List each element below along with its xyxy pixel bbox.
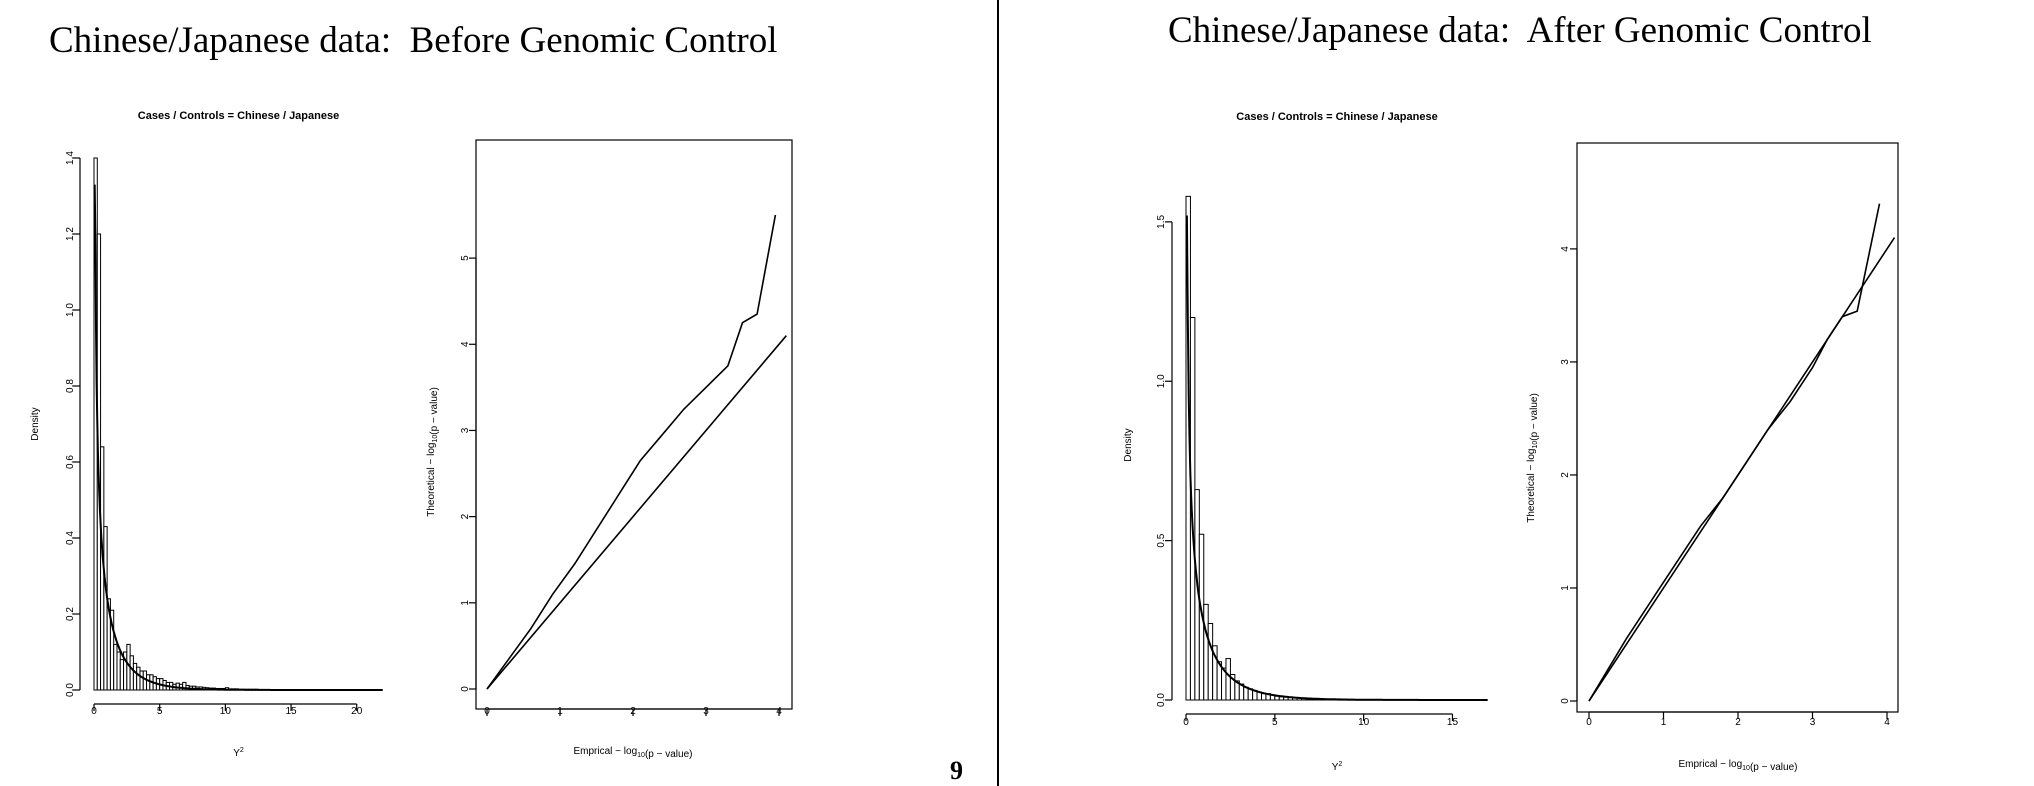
before-histogram-y-tick-label: 0.0 bbox=[65, 683, 76, 697]
before-histogram-y-tick-label: 0.2 bbox=[65, 607, 76, 621]
after-qq-x-tick-label: 4 bbox=[1884, 717, 1890, 728]
before-qq-x-tick-label: 0 bbox=[484, 706, 490, 717]
before-qq-x-tick-label: 1 bbox=[557, 706, 563, 717]
after-qq-x-axis-label: Emprical − log10(p − value) bbox=[1679, 759, 1798, 773]
before-histogram-x-tick-label: 5 bbox=[157, 706, 163, 717]
before-histogram-y-tick-label: 0.4 bbox=[65, 531, 76, 545]
after-histogram-bar bbox=[1243, 686, 1249, 701]
after-qq-frame bbox=[1576, 142, 1899, 713]
after-histogram-y-tick-label: 0.0 bbox=[1156, 693, 1167, 707]
after-histogram-x-tick-label: 5 bbox=[1272, 717, 1278, 728]
after-histogram-bar bbox=[1207, 623, 1214, 701]
before-histogram-y-tick-label: 1.2 bbox=[65, 227, 76, 241]
before-qq-y-tick-label: 0 bbox=[460, 686, 471, 692]
before-qq-y-tick-label: 2 bbox=[460, 513, 471, 519]
after-histogram-density-curve bbox=[1185, 215, 1488, 701]
after-qq-y-tick-label: 4 bbox=[1560, 246, 1571, 252]
before-qq-reference-line bbox=[486, 335, 787, 690]
after-qq-reference-line bbox=[1588, 237, 1896, 702]
after-qq-y-tick-label: 2 bbox=[1560, 472, 1571, 478]
after-qq-y-tick-label: 3 bbox=[1560, 359, 1571, 365]
after-qq-x-tick-label: 3 bbox=[1810, 717, 1816, 728]
after-histogram-x-tick-label: 0 bbox=[1183, 717, 1189, 728]
after-histogram-y-tick-label: 0.5 bbox=[1156, 533, 1167, 547]
after-qq-x-tick-label: 0 bbox=[1586, 717, 1592, 728]
before-qq-y-axis-label: Theoretical − log10(p − value) bbox=[426, 387, 440, 517]
after-histogram-x-tick-label: 15 bbox=[1447, 717, 1459, 728]
after-histogram-y-tick-label: 1.5 bbox=[1156, 214, 1167, 228]
before-histogram-x-tick-label: 20 bbox=[351, 706, 363, 717]
after-qq-qq-line bbox=[1588, 203, 1881, 702]
after-histogram-y-axis-label: Density bbox=[1123, 428, 1134, 461]
after-histogram-x-axis-label: Y2 bbox=[1332, 761, 1343, 773]
before-histogram-y-tick-label: 0.6 bbox=[65, 455, 76, 469]
after-histogram-title: Cases / Controls = Chinese / Japanese bbox=[1236, 111, 1437, 123]
before-qq-x-tick-label: 3 bbox=[703, 706, 709, 717]
slide-divider bbox=[997, 0, 999, 786]
after-qq-x-tick-label: 2 bbox=[1735, 717, 1741, 728]
before-histogram-density-curve bbox=[93, 184, 383, 691]
after-histogram-x-tick-label: 10 bbox=[1358, 717, 1370, 728]
right-slide-title: Chinese/Japanese data: After Genomic Con… bbox=[1168, 10, 1872, 51]
before-histogram-title: Cases / Controls = Chinese / Japanese bbox=[138, 110, 339, 122]
after-histogram-y-tick-label: 1.0 bbox=[1156, 374, 1167, 388]
after-qq-y-tick-label: 0 bbox=[1560, 698, 1571, 704]
before-qq-frame bbox=[475, 139, 793, 710]
left-slide-title: Chinese/Japanese data: Before Genomic Co… bbox=[49, 20, 778, 61]
before-qq-y-tick-label: 4 bbox=[460, 341, 471, 347]
after-histogram-bar bbox=[1225, 658, 1231, 701]
before-qq-x-axis-label: Emprical − log10(p − value) bbox=[574, 746, 693, 760]
before-histogram-y-axis-label: Density bbox=[30, 407, 41, 440]
before-histogram-y-tick-label: 1.0 bbox=[65, 303, 76, 317]
before-qq-y-tick-label: 3 bbox=[460, 427, 471, 433]
page-number: 9 bbox=[950, 756, 963, 785]
before-qq-x-tick-label: 2 bbox=[630, 706, 636, 717]
after-qq-y-tick-label: 1 bbox=[1560, 585, 1571, 591]
before-qq-y-tick-label: 5 bbox=[460, 255, 471, 261]
after-histogram-bar bbox=[1203, 603, 1209, 701]
after-qq-x-tick-label: 1 bbox=[1661, 717, 1667, 728]
before-histogram-x-tick-label: 15 bbox=[285, 706, 297, 717]
before-histogram-x-tick-label: 10 bbox=[220, 706, 232, 717]
before-qq-y-tick-label: 1 bbox=[460, 600, 471, 606]
before-histogram-x-tick-label: 0 bbox=[91, 706, 97, 717]
before-histogram-y-tick-label: 1.4 bbox=[65, 151, 76, 165]
before-qq-qq-line bbox=[486, 214, 777, 690]
after-qq-y-axis-label: Theoretical − log10(p − value) bbox=[1526, 393, 1540, 523]
before-histogram-x-axis-label: Y2 bbox=[233, 747, 244, 759]
before-histogram-y-tick-label: 0.8 bbox=[65, 379, 76, 393]
before-qq-x-tick-label: 4 bbox=[776, 706, 782, 717]
after-histogram-bar bbox=[1261, 693, 1267, 701]
